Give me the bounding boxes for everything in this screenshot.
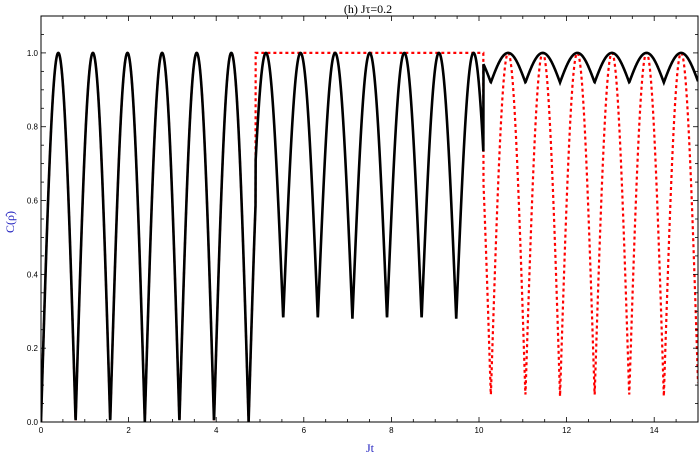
- x-tick-label: 14: [650, 426, 659, 435]
- y-tick-label: 0.4: [27, 270, 39, 279]
- x-tick-label: 12: [562, 426, 571, 435]
- x-tick-label: 8: [389, 426, 394, 435]
- x-tick-label: 2: [126, 426, 131, 435]
- y-tick-label: 0.8: [27, 123, 39, 132]
- series-line-solid: [41, 51, 698, 422]
- y-axis-label: C(ρ̂): [3, 211, 17, 233]
- x-tick-label: 10: [475, 426, 484, 435]
- axes: 0 2 4 6 8 10 12 14 0.0 0.2 0.4 0.6 0.8 1.0: [27, 15, 699, 435]
- y-tick-label: 1.0: [27, 49, 39, 58]
- x-tick-label: 0: [39, 426, 44, 435]
- x-tick-label: 6: [302, 426, 307, 435]
- y-tick-label: 0.0: [27, 418, 39, 427]
- y-tick-label: 0.2: [27, 344, 39, 353]
- chart-title: (h) Jτ=0.2: [344, 2, 392, 16]
- plot-area: [41, 51, 698, 422]
- x-tick-label: 4: [214, 426, 219, 435]
- y-tick-label: 0.6: [27, 197, 39, 206]
- x-axis-label: Jt: [366, 441, 375, 455]
